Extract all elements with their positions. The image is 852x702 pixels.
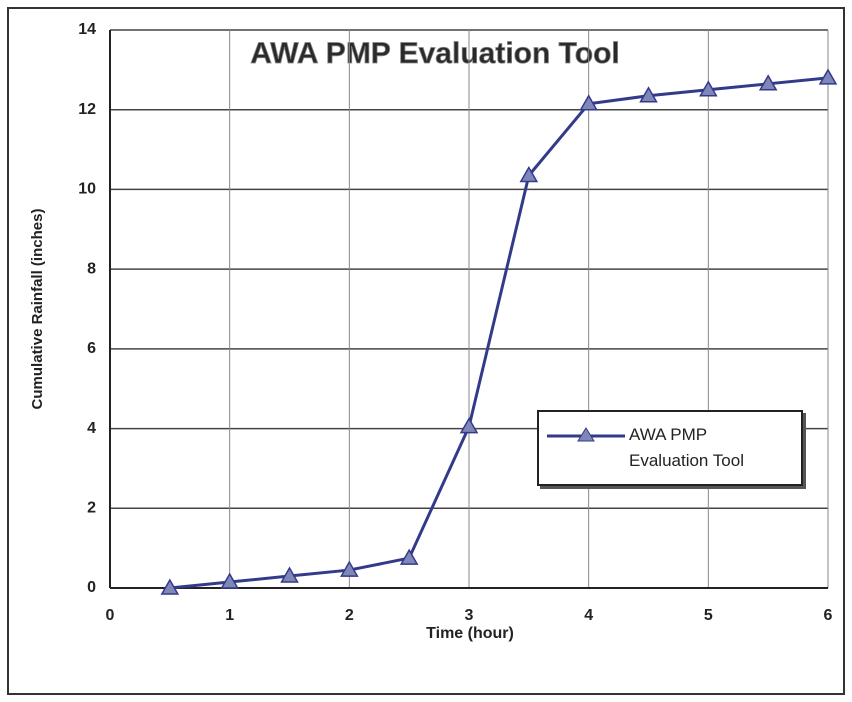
line <box>169 76 829 590</box>
y-tick-label: 8 <box>87 260 96 277</box>
x-tick-label: 4 <box>584 607 593 624</box>
y-tick-label: 12 <box>78 101 96 118</box>
legend: AWA PMP Evaluation Tool <box>537 410 803 486</box>
marker <box>519 165 539 183</box>
y-axis-label: Cumulative Rainfall (inches) <box>29 209 46 410</box>
x-tick-label: 5 <box>704 607 713 624</box>
marker <box>459 417 479 434</box>
x-tick-label: 6 <box>824 607 833 624</box>
x-tick-label: 0 <box>106 607 115 624</box>
chart-title: AWA PMP Evaluation Tool <box>250 37 619 70</box>
marker <box>399 548 419 565</box>
x-axis-label: Time (hour) <box>426 625 514 642</box>
marker <box>639 86 658 103</box>
y-tick-label: 2 <box>87 500 96 517</box>
marker <box>160 578 180 595</box>
y-tick-label: 14 <box>78 21 96 38</box>
legend-marker <box>577 427 595 442</box>
frame <box>7 7 845 695</box>
y-tick-label: 0 <box>87 579 96 596</box>
marker <box>579 94 598 111</box>
marker <box>699 80 718 97</box>
x-tick-label: 3 <box>465 607 474 624</box>
marker <box>340 560 359 577</box>
legend-label: AWA PMP Evaluation Tool <box>629 425 744 470</box>
y-tick-label: 10 <box>78 181 96 198</box>
x-tick-label: 2 <box>345 607 354 624</box>
legend-swatch <box>547 427 625 442</box>
marker <box>220 572 239 589</box>
y-tick-label: 4 <box>87 420 96 437</box>
marker <box>758 74 778 91</box>
marker <box>818 68 838 85</box>
y-tick-label: 6 <box>87 340 96 357</box>
x-tick-label: 1 <box>225 607 234 624</box>
marker <box>280 566 299 583</box>
